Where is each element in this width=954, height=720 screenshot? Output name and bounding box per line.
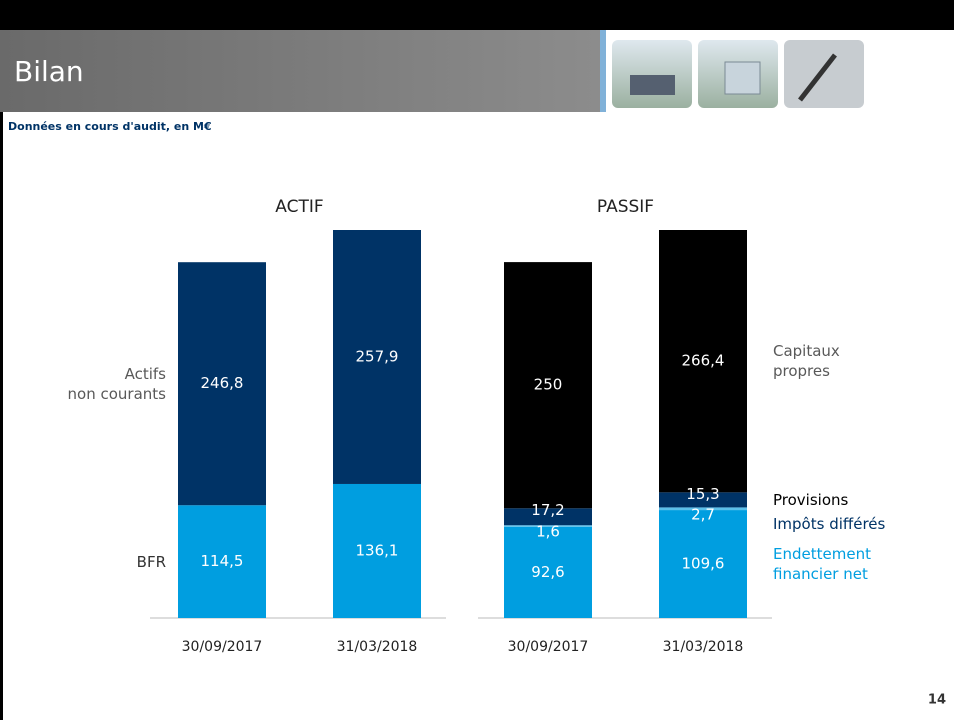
value-label: 92,6 — [531, 563, 564, 581]
value-label: 246,8 — [201, 374, 244, 392]
x-tick-label: 30/09/2017 — [182, 639, 263, 655]
series-label: Actifs non courants — [68, 364, 166, 404]
value-label: 109,6 — [682, 555, 725, 573]
photo-detail — [725, 62, 760, 94]
value-label: 17,2 — [531, 501, 564, 519]
x-tick-label: 30/09/2017 — [508, 639, 589, 655]
value-label: 15,3 — [686, 485, 719, 503]
photo — [784, 40, 864, 108]
value-label: 114,5 — [201, 552, 244, 570]
page-number: 14 — [928, 693, 946, 708]
value-label: 266,4 — [682, 352, 725, 370]
series-label: BFR — [137, 552, 166, 572]
value-label: 2,7 — [691, 506, 715, 524]
header-strip — [600, 30, 606, 112]
header-photos — [612, 40, 864, 108]
series-label: Provisions — [773, 490, 848, 510]
slide-title: Bilan — [14, 55, 84, 88]
slide: Bilan Données en cours d'audit, en M€ 14… — [0, 0, 954, 720]
value-label: 257,9 — [356, 347, 399, 365]
value-label: 136,1 — [356, 541, 399, 559]
slide-subtitle: Données en cours d'audit, en M€ — [8, 120, 212, 133]
chart-title: ACTIF — [275, 197, 323, 217]
header-band — [0, 30, 600, 112]
value-label: 1,6 — [536, 522, 560, 540]
series-label: Impôts différés — [773, 514, 885, 534]
x-tick-label: 31/03/2018 — [663, 639, 744, 655]
x-tick-label: 31/03/2018 — [337, 639, 418, 655]
chart-title: PASSIF — [597, 197, 654, 217]
value-label: 250 — [534, 376, 563, 394]
photo-detail — [630, 75, 675, 95]
top-band — [0, 0, 954, 30]
photo — [612, 40, 692, 108]
series-label: Endettement financier net — [773, 544, 871, 584]
series-label: Capitaux propres — [773, 341, 840, 381]
